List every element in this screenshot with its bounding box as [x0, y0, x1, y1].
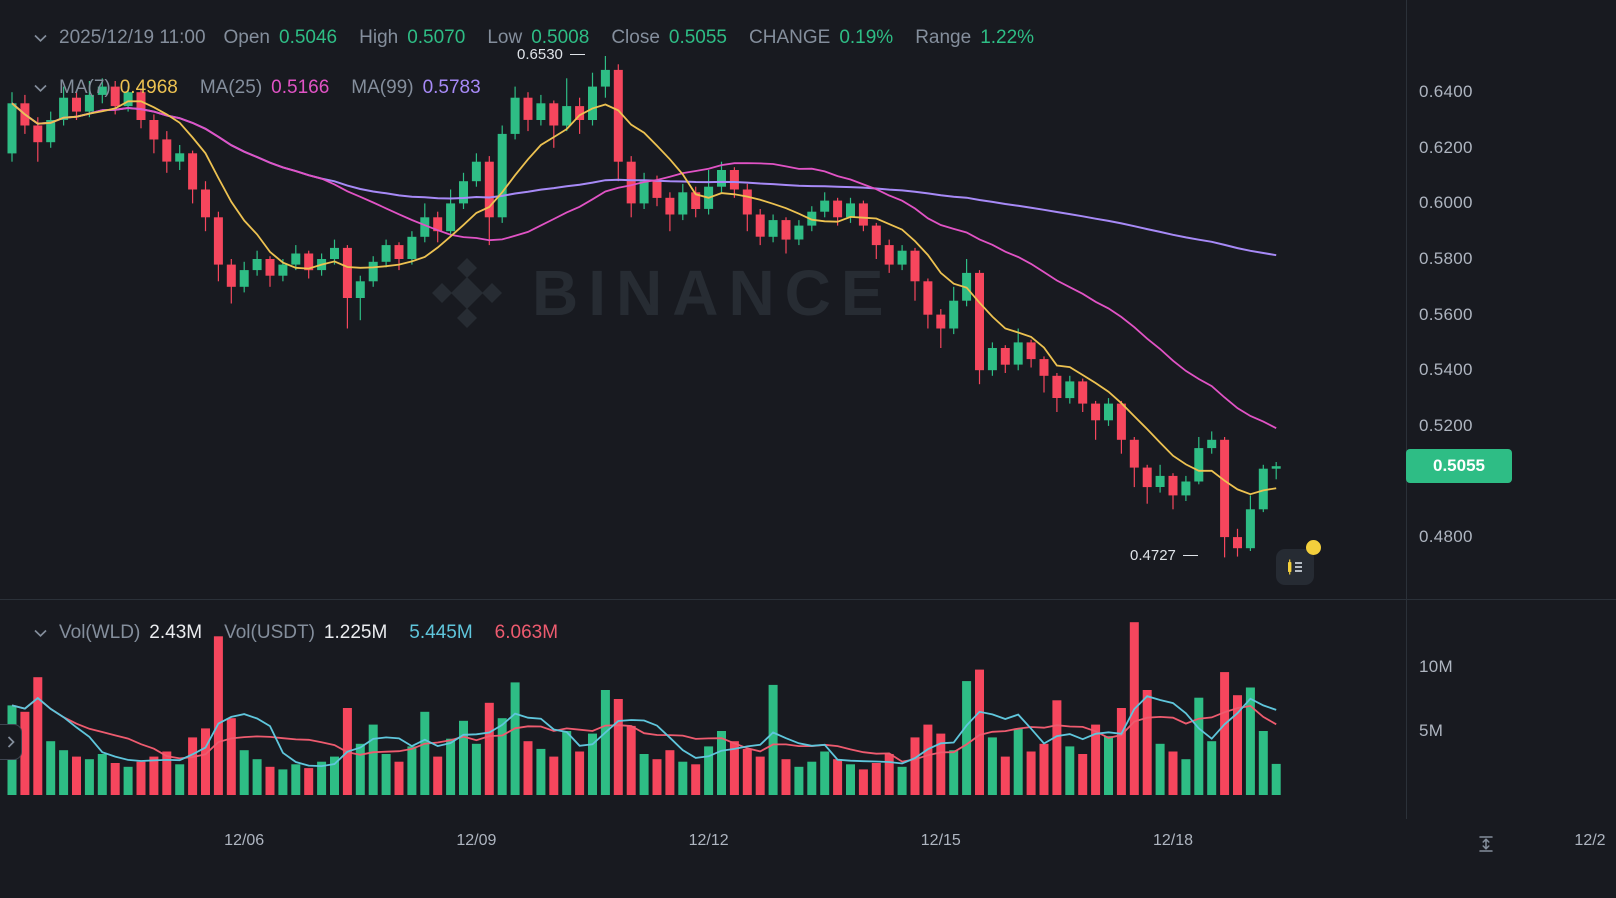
- vertical-scale-icon: [1479, 836, 1493, 852]
- vol-ma10-line: [11, 696, 1277, 763]
- time-axis-label: 12/2: [1574, 832, 1606, 849]
- price-axis-label: 0.6000: [1419, 193, 1473, 213]
- time-axis[interactable]: 12/06 12/09 12/12 12/15 12/18 12/2: [0, 819, 1616, 898]
- ohlc-legend: 2025/12/19 11:00 Open 0.5046 High 0.5070…: [34, 27, 1056, 49]
- vol-wld-value: 2.43M: [149, 622, 203, 643]
- last-price-badge: 0.5055: [1406, 449, 1512, 484]
- price-axis[interactable]: 0.6400 0.6200 0.6000 0.5800 0.5600 0.5400 0.52…: [1406, 0, 1616, 819]
- price-chart-canvas[interactable]: [0, 0, 1406, 600]
- price-axis-label: 0.4800: [1419, 527, 1473, 547]
- ma7-value: 0.4968: [119, 77, 178, 98]
- vol-usdt-value: 1.225M: [323, 622, 388, 643]
- volume-axis-label: 10M: [1419, 657, 1453, 676]
- open-label: Open: [223, 27, 270, 48]
- volume-chart-canvas[interactable]: [0, 600, 1406, 819]
- vol-usdt-label: Vol(USDT): [224, 622, 315, 643]
- vol-ma-fast-value: 5.445M: [409, 622, 473, 643]
- chevron-down-icon[interactable]: [34, 34, 47, 42]
- change-value: 0.19%: [839, 27, 894, 48]
- price-axis-label: 0.5400: [1419, 360, 1473, 380]
- low-annotation-value: 0.4727: [1130, 547, 1176, 565]
- chevron-down-icon[interactable]: [34, 629, 47, 637]
- price-axis-label: 0.6200: [1419, 137, 1473, 157]
- event-marker-button[interactable]: [1276, 540, 1321, 585]
- open-value: 0.5046: [279, 27, 338, 48]
- high-value: 0.5070: [407, 27, 466, 48]
- low-label: Low: [487, 27, 523, 48]
- time-axis-label: 12/18: [1152, 832, 1194, 849]
- high-label: High: [359, 27, 399, 48]
- panel-expand-button[interactable]: [0, 724, 22, 760]
- ma25-label: MA(25): [199, 77, 263, 98]
- ma7-line: [11, 100, 1277, 496]
- close-value: 0.5055: [668, 27, 728, 48]
- range-value: 1.22%: [980, 27, 1035, 48]
- high-price-annotation: 0.6530: [517, 46, 585, 63]
- price-axis-label: 0.5200: [1419, 415, 1473, 435]
- candle-timestamp: 2025/12/19 11:00: [59, 27, 206, 48]
- volume-bars-layer: [7, 622, 1281, 795]
- time-axis-label: 12/06: [224, 832, 265, 849]
- change-label: CHANGE: [749, 27, 831, 48]
- ma99-value: 0.5783: [422, 77, 481, 98]
- price-axis-label: 0.6400: [1419, 82, 1473, 102]
- vol-ma-slow-value: 6.063M: [494, 622, 559, 643]
- annotation-dash: [569, 54, 585, 55]
- watermark-text: BINANCE: [532, 257, 894, 329]
- time-axis-label: 12/12: [688, 832, 729, 849]
- ma99-label: MA(99): [351, 77, 414, 98]
- low-price-annotation: 0.4727: [1130, 547, 1198, 564]
- ma25-value: 0.5166: [271, 77, 330, 98]
- chevron-down-icon[interactable]: [34, 84, 47, 92]
- binance-watermark: BINANCE: [430, 256, 894, 330]
- vol-wld-label: Vol(WLD): [59, 622, 141, 643]
- chevron-right-icon: [7, 736, 15, 748]
- ma7-label: MA(7): [59, 77, 111, 98]
- volume-legend: Vol(WLD) 2.43M Vol(USDT) 1.225M 5.445M 6…: [34, 622, 580, 644]
- close-label: Close: [611, 27, 660, 48]
- candles-layer: [7, 56, 1281, 558]
- low-value: 0.5008: [531, 27, 590, 48]
- time-axis-label: 12/15: [920, 832, 961, 849]
- price-axis-label: 0.5600: [1419, 304, 1473, 324]
- axis-scale-button[interactable]: [1472, 830, 1500, 858]
- ma25-line: [11, 102, 1277, 430]
- price-axis-label: 0.5800: [1419, 249, 1473, 269]
- range-label: Range: [915, 27, 972, 48]
- high-annotation-value: 0.6530: [517, 46, 563, 63]
- vol-ma5-line: [11, 695, 1277, 768]
- volume-axis-label: 5M: [1419, 721, 1444, 740]
- pane-divider: [0, 599, 1616, 600]
- axis-divider: [1406, 0, 1407, 819]
- ma-legend: MA(7) 0.4968 MA(25) 0.5166 MA(99) 0.5783: [34, 77, 503, 99]
- news-candle-icon: [1288, 559, 1302, 575]
- binance-logo-icon: [432, 258, 502, 328]
- annotation-dash: [1182, 555, 1198, 557]
- event-notification-dot: [1306, 540, 1321, 555]
- time-axis-label: 12/09: [456, 832, 497, 849]
